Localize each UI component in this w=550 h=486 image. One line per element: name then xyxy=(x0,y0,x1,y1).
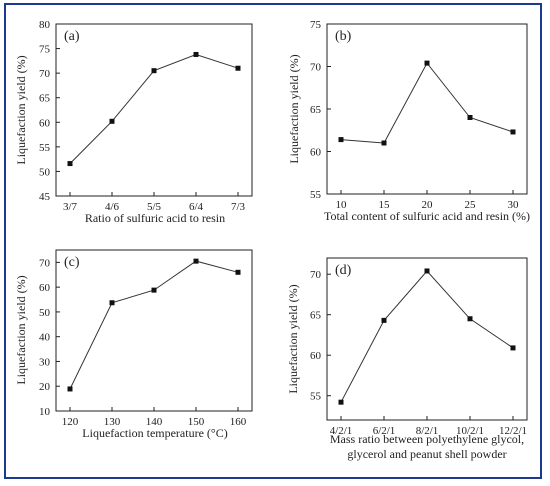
panel-c-series-line xyxy=(69,260,239,390)
panel-d-xtick-label: 8/2/1 xyxy=(416,425,439,437)
panel-d-ylabel: Liquefaction yield (%) xyxy=(286,284,300,393)
panel-c-ytick-label: 10 xyxy=(39,406,51,418)
panel-d-xtick-label: 4/2/1 xyxy=(330,425,353,437)
panel-a-ytick-label: 55 xyxy=(39,142,51,154)
panel-b-xtick-label: 25 xyxy=(465,199,477,211)
panel-c-xtick-label: 120 xyxy=(62,416,79,428)
panel-d-xlabel: glycerol and peanut shell powder xyxy=(347,447,506,461)
panel-c-ytick-label: 50 xyxy=(39,307,51,319)
panel-d-data-point xyxy=(381,317,387,323)
panel-a-data-point xyxy=(193,51,199,57)
panel-b-data-point xyxy=(381,140,387,146)
panel-a-xtick-label: 3/7 xyxy=(63,201,78,213)
panel-d-xtick-label: 10/2/1 xyxy=(456,425,484,437)
panel-d-data-point xyxy=(338,399,344,405)
panel-d-xtick-label: 6/2/1 xyxy=(373,425,396,437)
panel-c-ytick-label: 70 xyxy=(39,257,51,269)
panel-a-data-point xyxy=(151,68,157,74)
panel-c-data-point xyxy=(67,386,73,392)
panel-b-data-point xyxy=(510,129,516,135)
panel-d-ytick-label: 60 xyxy=(310,350,322,362)
panel-a-ytick-label: 80 xyxy=(39,19,51,31)
panel-d-series-line xyxy=(340,270,514,403)
panel-c-ytick-label: 40 xyxy=(39,332,51,344)
panel-c-xlabel: Liquefaction temperature (°C) xyxy=(82,426,227,440)
panel-d-ytick-label: 70 xyxy=(310,269,322,281)
panel-d-data-point xyxy=(510,345,516,351)
panel-b-ytick-label: 60 xyxy=(310,147,322,159)
panel-c-data-point xyxy=(235,269,241,275)
panel-d-label: (d) xyxy=(335,263,352,278)
panel-a-data-point xyxy=(235,65,241,71)
panel-b-xtick-label: 15 xyxy=(379,199,391,211)
panel-c-ylabel: Liquefaction yield (%) xyxy=(14,275,28,384)
panel-c-ytick-label: 60 xyxy=(39,282,51,294)
panel-a-data-point xyxy=(109,118,115,124)
panel-c-xtick-label: 140 xyxy=(146,416,163,428)
panel-b-ylabel: Liquefaction yield (%) xyxy=(287,54,301,163)
panel-a-axes-frame xyxy=(55,23,253,197)
panel-d-data-point xyxy=(424,268,430,274)
panel-a-ytick-label: 70 xyxy=(39,68,51,80)
panel-c-ytick-label: 20 xyxy=(39,381,51,393)
figure-frame xyxy=(4,3,542,479)
panel-a-xlabel: Ratio of sulfuric acid to resin xyxy=(85,211,225,225)
panel-c-data-point xyxy=(151,287,157,293)
panel-b-xtick-label: 20 xyxy=(422,199,434,211)
panel-c-data-point xyxy=(193,258,199,264)
panel-b-xlabel: Total content of sulfuric acid and resin… xyxy=(324,209,530,223)
panel-a-ytick-label: 45 xyxy=(39,191,51,203)
panel-b-ytick-label: 65 xyxy=(310,104,322,116)
panel-a-xtick-label: 5/5 xyxy=(147,201,162,213)
panel-a-ylabel: Liquefaction yield (%) xyxy=(14,55,28,164)
panel-a-ytick-label: 50 xyxy=(39,166,51,178)
panel-a-xtick-label: 7/3 xyxy=(231,201,246,213)
panel-b-data-point xyxy=(424,60,430,66)
panel-d-xtick-label: 12/2/1 xyxy=(499,425,527,437)
panel-c-label: (c) xyxy=(64,255,80,270)
panel-a-ytick-label: 60 xyxy=(39,117,51,129)
panel-a-ytick-label: 65 xyxy=(39,93,51,105)
panel-c-ytick-label: 30 xyxy=(39,356,51,368)
panel-c-xtick-label: 130 xyxy=(104,416,121,428)
panel-c-axes-frame xyxy=(55,249,253,412)
panel-b-axes-frame xyxy=(326,23,528,195)
panel-b-data-point xyxy=(467,115,473,120)
panel-a-ytick-label: 75 xyxy=(39,44,51,56)
panel-a-label: (a) xyxy=(64,29,80,44)
panel-a-xtick-label: 4/6 xyxy=(105,201,120,213)
panel-b-label: (b) xyxy=(335,29,352,44)
panel-d-ytick-label: 55 xyxy=(310,391,322,403)
panel-d-xlabel: Mass ratio between polyethylene glycol, xyxy=(330,432,524,446)
panel-b-xtick-label: 10 xyxy=(336,199,348,211)
panel-b-ytick-label: 70 xyxy=(310,62,322,74)
panel-c-xtick-label: 150 xyxy=(188,416,205,428)
panel-c-xtick-label: 160 xyxy=(230,416,247,428)
panel-b-ytick-label: 55 xyxy=(310,189,322,201)
panel-d-ytick-label: 65 xyxy=(310,310,322,322)
panel-a-data-point xyxy=(67,161,73,167)
panel-c-data-point xyxy=(109,300,115,306)
panel-b-series-line xyxy=(340,62,514,144)
panel-b-xtick-label: 30 xyxy=(508,199,520,211)
panel-b-data-point xyxy=(338,137,344,143)
panel-d-axes-frame xyxy=(326,257,528,421)
panel-d-data-point xyxy=(467,316,473,322)
panel-a-xtick-label: 6/4 xyxy=(189,201,204,213)
panel-b-ytick-label: 75 xyxy=(310,19,322,31)
